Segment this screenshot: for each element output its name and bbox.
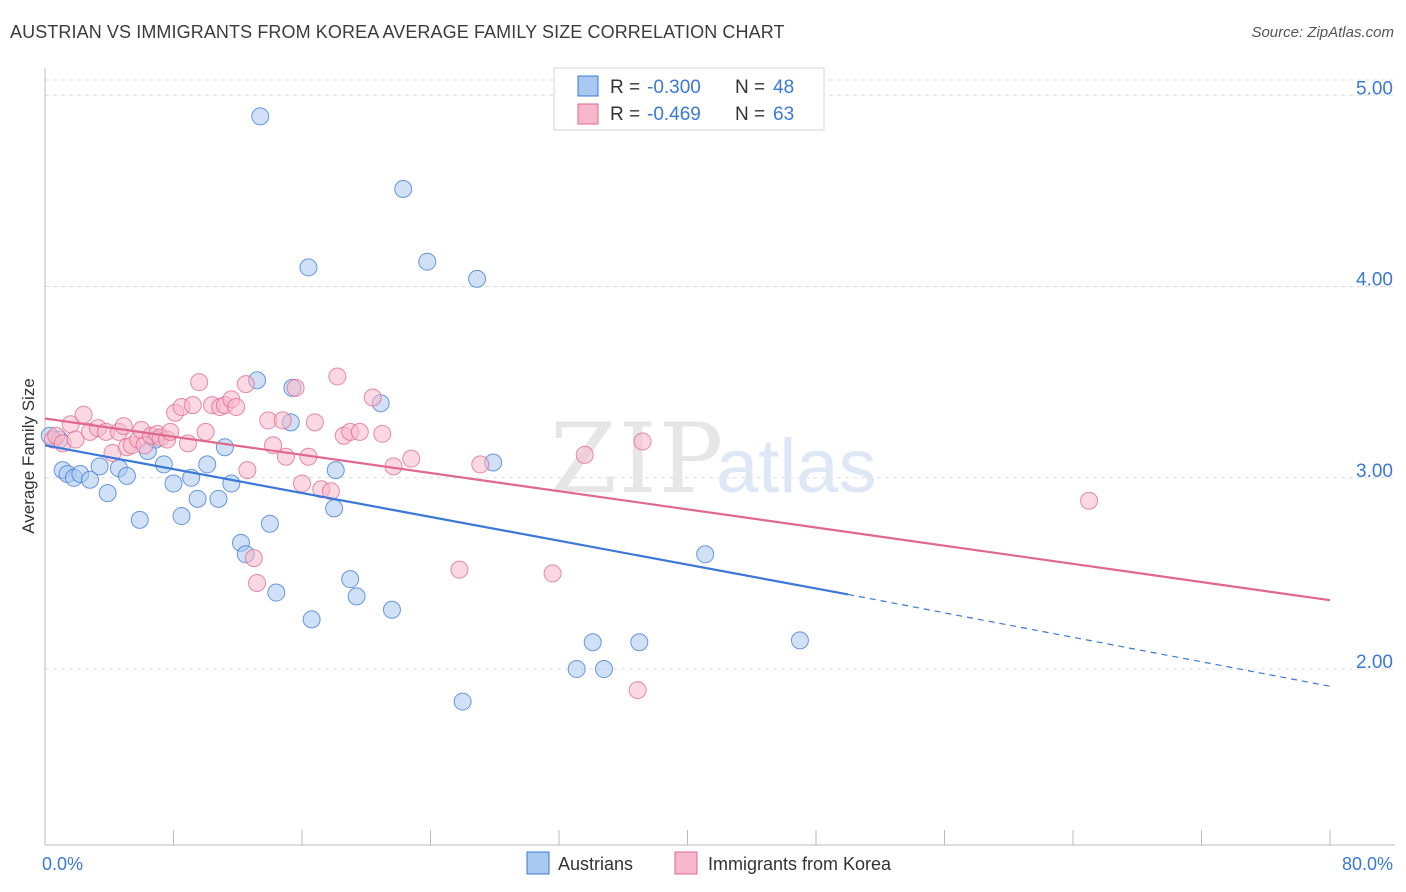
legend-r-label-2: R = <box>610 104 640 125</box>
point-korea-57 <box>543 564 562 583</box>
bottom-legend-swatch-austrians <box>526 851 550 875</box>
bottom-legend-austrians: Austrians <box>558 854 633 874</box>
point-austrians-28 <box>267 583 286 602</box>
point-korea-5 <box>74 405 93 424</box>
point-korea-51 <box>363 388 382 407</box>
point-korea-36 <box>248 573 267 592</box>
point-korea-41 <box>286 378 305 397</box>
legend-n-value-2: 63 <box>773 104 794 125</box>
point-austrians-33 <box>325 499 344 518</box>
point-austrians-45 <box>583 633 602 652</box>
point-korea-61 <box>1080 491 1099 510</box>
legend-swatch-austrians <box>577 75 599 97</box>
watermark-atlas: atlas <box>716 424 877 509</box>
watermark-zip: ZIP <box>550 403 725 515</box>
bottom-legend-korea: Immigrants from Korea <box>708 854 892 874</box>
legend-n-label-2: N = <box>735 104 765 125</box>
legend-r-value-1: -0.300 <box>647 77 701 98</box>
point-austrians-7 <box>90 457 109 476</box>
point-austrians-38 <box>382 600 401 619</box>
point-austrians-15 <box>164 474 183 493</box>
trend-line-austrians <box>44 444 849 596</box>
legend-swatch-korea <box>577 103 599 125</box>
point-korea-35 <box>244 549 263 568</box>
point-austrians-27 <box>251 107 270 126</box>
point-korea-55 <box>450 560 469 579</box>
point-korea-58 <box>575 445 594 464</box>
legend-n-label-1: N = <box>735 77 765 98</box>
point-austrians-21 <box>215 438 234 457</box>
point-korea-52 <box>373 424 392 443</box>
point-austrians-44 <box>567 660 586 679</box>
trend-lines <box>44 417 1331 687</box>
axes <box>44 68 1395 846</box>
data-points <box>40 107 1099 711</box>
point-austrians-8 <box>98 484 117 503</box>
y-tick-label-0: 2.00 <box>1356 652 1393 673</box>
correlation-legend: R = -0.300 N = 48 R = -0.469 N = 63 <box>553 67 825 131</box>
point-austrians-35 <box>341 570 360 589</box>
x-tick-label-end: 80.0% <box>1342 854 1393 874</box>
point-austrians-46 <box>594 660 613 679</box>
point-austrians-10 <box>117 466 136 485</box>
point-korea-59 <box>628 681 647 700</box>
point-korea-26 <box>190 373 209 392</box>
legend-n-value-1: 48 <box>773 77 794 98</box>
point-austrians-36 <box>347 587 366 606</box>
point-austrians-41 <box>453 692 472 711</box>
bottom-legend-swatch-korea <box>674 851 698 875</box>
point-austrians-14 <box>154 455 173 474</box>
point-austrians-26 <box>260 514 279 533</box>
point-korea-54 <box>402 449 421 468</box>
point-austrians-39 <box>394 180 413 199</box>
series-legend: Austrians Immigrants from Korea <box>526 851 892 875</box>
trend-line-korea <box>44 417 1331 602</box>
point-austrians-6 <box>80 470 99 489</box>
point-austrians-19 <box>198 455 217 474</box>
point-korea-32 <box>227 398 246 417</box>
point-korea-39 <box>273 411 292 430</box>
point-austrians-31 <box>299 258 318 277</box>
point-korea-47 <box>328 367 347 386</box>
point-austrians-47 <box>630 633 649 652</box>
point-korea-27 <box>196 422 215 441</box>
x-tick-labels: 0.0% 80.0% <box>42 854 1393 874</box>
point-austrians-11 <box>130 510 149 529</box>
source-credit: Source: ZipAtlas.com <box>1251 24 1394 41</box>
point-korea-4 <box>66 430 85 449</box>
point-korea-56 <box>471 455 490 474</box>
point-austrians-18 <box>188 489 207 508</box>
point-austrians-16 <box>172 507 191 526</box>
x-tick-label-start: 0.0% <box>42 854 83 874</box>
legend-r-value-2: -0.469 <box>647 104 701 125</box>
y-tick-labels: 2.00 3.00 4.00 5.00 <box>1356 78 1393 673</box>
point-korea-34 <box>238 461 257 480</box>
y-tick-label-3: 5.00 <box>1356 78 1393 99</box>
point-austrians-34 <box>326 461 345 480</box>
y-tick-label-1: 3.00 <box>1356 461 1393 482</box>
point-korea-11 <box>114 417 133 436</box>
point-austrians-49 <box>790 631 809 650</box>
point-austrians-32 <box>302 610 321 629</box>
point-korea-42 <box>293 474 311 493</box>
point-austrians-20 <box>209 489 228 508</box>
legend-box <box>553 67 825 131</box>
point-austrians-48 <box>696 545 715 564</box>
point-korea-60 <box>633 432 652 451</box>
point-korea-44 <box>305 413 324 432</box>
y-axis-label: Average Family Size <box>19 378 38 534</box>
point-austrians-42 <box>468 269 487 288</box>
point-korea-25 <box>183 396 202 415</box>
point-korea-50 <box>350 422 369 441</box>
legend-r-label-1: R = <box>610 77 640 98</box>
point-korea-33 <box>236 375 255 394</box>
trend-line-austrians-extension <box>848 593 1331 687</box>
point-austrians-22 <box>222 474 241 493</box>
chart-title: AUSTRIAN VS IMMIGRANTS FROM KOREA AVERAG… <box>10 22 785 42</box>
y-tick-label-2: 4.00 <box>1356 270 1393 291</box>
point-austrians-40 <box>418 252 437 271</box>
point-korea-46 <box>321 482 340 501</box>
